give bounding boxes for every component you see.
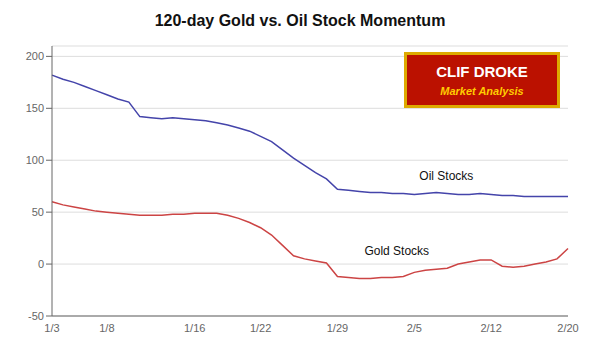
svg-text:1/8: 1/8 <box>99 322 114 334</box>
svg-text:1/22: 1/22 <box>250 322 271 334</box>
svg-text:1/3: 1/3 <box>44 322 59 334</box>
svg-text:2/5: 2/5 <box>407 322 422 334</box>
svg-text:0: 0 <box>38 258 44 270</box>
svg-text:1/16: 1/16 <box>184 322 205 334</box>
svg-text:-50: -50 <box>28 310 44 322</box>
svg-text:50: 50 <box>32 206 44 218</box>
svg-text:2/12: 2/12 <box>480 322 501 334</box>
svg-text:1/29: 1/29 <box>327 322 348 334</box>
html-text:CLIF DROKE: CLIF DROKE <box>436 63 528 80</box>
svg-text:Gold Stocks: Gold Stocks <box>364 244 429 258</box>
html-text:120-day Gold vs. Oil Stock Mom: 120-day Gold vs. Oil Stock Momentum <box>154 12 446 29</box>
svg-text:200: 200 <box>26 50 44 62</box>
html-text:Market Analysis: Market Analysis <box>440 85 524 97</box>
svg-text:100: 100 <box>26 154 44 166</box>
svg-text:2/20: 2/20 <box>557 322 578 334</box>
svg-text:Oil Stocks: Oil Stocks <box>419 169 473 183</box>
svg-text:150: 150 <box>26 102 44 114</box>
